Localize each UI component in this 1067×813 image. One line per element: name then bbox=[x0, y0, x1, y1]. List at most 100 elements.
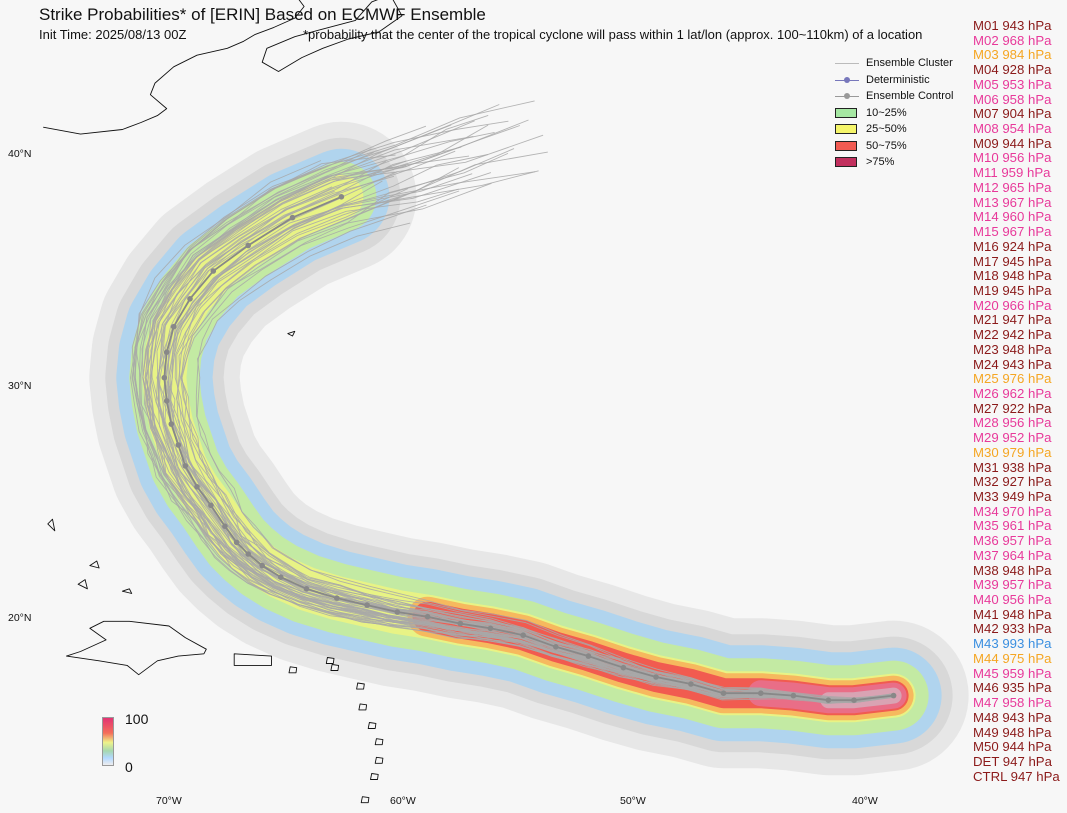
legend-symbol bbox=[835, 156, 859, 168]
legend-label: 25~50% bbox=[866, 123, 907, 136]
ensemble-member-label: M26 962 hPa bbox=[973, 385, 1052, 401]
ensemble-cluster-tracks bbox=[130, 100, 894, 705]
ensemble-cluster-track bbox=[130, 160, 894, 703]
lat-tick-20n: 20°N bbox=[8, 612, 32, 624]
lesser-antilles-island bbox=[374, 756, 384, 764]
track-marker bbox=[620, 664, 627, 671]
ensemble-cluster-track bbox=[196, 222, 894, 700]
ensemble-member-label: M02 968 hPa bbox=[973, 32, 1052, 48]
track-marker bbox=[168, 421, 175, 427]
lon-tick-70w: 70°W bbox=[156, 795, 182, 807]
track-marker bbox=[653, 674, 659, 680]
track-marker bbox=[170, 323, 177, 330]
ensemble-member-label: M43 993 hPa bbox=[973, 636, 1052, 652]
track-marker bbox=[278, 574, 284, 580]
lesser-antilles-island bbox=[360, 796, 370, 804]
track-marker bbox=[175, 442, 182, 448]
bahamas-islet-2 bbox=[77, 579, 88, 590]
legend-item: Ensemble Control bbox=[835, 88, 953, 105]
ensemble-member-label: M36 957 hPa bbox=[973, 533, 1052, 549]
track-marker bbox=[520, 632, 526, 638]
track-marker bbox=[487, 625, 494, 632]
track-marker bbox=[890, 692, 897, 699]
hispaniola bbox=[66, 620, 207, 676]
ensemble-member-label: M08 954 hPa bbox=[973, 121, 1052, 137]
ensemble-cluster-track bbox=[140, 151, 894, 703]
lesser-antilles-island bbox=[330, 664, 340, 671]
puerto-rico bbox=[233, 653, 272, 666]
ensemble-member-label: M34 970 hPa bbox=[973, 503, 1052, 519]
ensemble-member-label: M16 924 hPa bbox=[973, 238, 1052, 254]
track-marker bbox=[851, 697, 857, 703]
lesser-antilles-island bbox=[356, 682, 365, 690]
track-marker bbox=[187, 296, 193, 302]
legend-label: Deterministic bbox=[866, 73, 930, 86]
track-marker bbox=[585, 653, 592, 659]
ensemble-cluster-track bbox=[180, 190, 894, 701]
lesser-antilles-island bbox=[374, 738, 384, 746]
ensemble-cluster-track bbox=[165, 148, 894, 703]
ensemble-member-label: M44 975 hPa bbox=[973, 650, 1052, 666]
legend-symbol bbox=[835, 90, 859, 102]
ensemble-cluster-track bbox=[146, 125, 894, 702]
ensemble-member-label: M46 935 hPa bbox=[973, 680, 1052, 696]
ensemble-member-label: M41 948 hPa bbox=[973, 606, 1052, 622]
legend-item: >75% bbox=[835, 154, 953, 171]
ensemble-member-label: M04 928 hPa bbox=[973, 62, 1052, 78]
legend-symbol bbox=[835, 107, 859, 119]
track-marker bbox=[758, 690, 764, 696]
lesser-antilles-island bbox=[325, 657, 335, 664]
ensemble-member-label: M30 979 hPa bbox=[973, 444, 1052, 460]
lat-tick-30n: 30°N bbox=[8, 380, 32, 392]
ensemble-member-label: M50 944 hPa bbox=[973, 739, 1052, 755]
ensemble-member-label: M14 960 hPa bbox=[973, 209, 1052, 225]
ensemble-member-label: M25 976 hPa bbox=[973, 371, 1052, 387]
turks-caicos bbox=[121, 588, 133, 594]
us-canada-coastline bbox=[43, 0, 305, 135]
ensemble-cluster-track bbox=[195, 204, 894, 699]
track-marker bbox=[233, 539, 240, 546]
legend-label: 10~25% bbox=[866, 106, 907, 119]
lon-tick-40w: 40°W bbox=[852, 795, 878, 807]
track-marker bbox=[163, 398, 170, 404]
legend-symbol bbox=[835, 123, 859, 135]
ensemble-member-label: M39 957 hPa bbox=[973, 577, 1052, 593]
ensemble-member-label: M33 949 hPa bbox=[973, 489, 1052, 504]
ensemble-member-label: M03 984 hPa bbox=[973, 47, 1052, 63]
ensemble-member-label: M37 964 hPa bbox=[973, 547, 1052, 563]
ensemble-cluster-track bbox=[175, 196, 894, 700]
ensemble-member-label: M18 948 hPa bbox=[973, 268, 1052, 284]
ensemble-member-label: M42 933 hPa bbox=[973, 621, 1052, 637]
ensemble-member-label: M38 948 hPa bbox=[973, 562, 1052, 578]
legend-symbol bbox=[835, 74, 859, 86]
legend-item: 50~75% bbox=[835, 138, 953, 155]
ensemble-cluster-track bbox=[145, 175, 894, 701]
ensemble-member-label: M23 948 hPa bbox=[973, 341, 1052, 357]
probability-swath bbox=[89, 121, 969, 776]
probability-note: *probability that the center of the trop… bbox=[303, 27, 923, 42]
map-legend: Ensemble Cluster Deterministic Ensemble Co… bbox=[835, 55, 953, 171]
ensemble-member-label: M40 956 hPa bbox=[973, 592, 1052, 608]
track-marker bbox=[394, 609, 401, 615]
track-marker bbox=[334, 595, 340, 601]
ensemble-member-label: CTRL 947 hPa bbox=[973, 768, 1060, 784]
track-marker bbox=[194, 484, 200, 490]
bahamas-islet-1 bbox=[89, 560, 100, 569]
colorbar-max-label: 100 bbox=[125, 711, 149, 727]
ensemble-member-label: M06 958 hPa bbox=[973, 91, 1052, 107]
track-marker bbox=[790, 692, 797, 699]
track-marker bbox=[303, 586, 310, 592]
ensemble-member-label: M20 966 hPa bbox=[973, 297, 1052, 313]
track-marker bbox=[163, 349, 170, 356]
nova-scotia bbox=[261, 0, 403, 72]
ensemble-member-label: M31 938 hPa bbox=[973, 459, 1052, 475]
ensemble-member-label: M17 945 hPa bbox=[973, 253, 1052, 269]
track-marker bbox=[222, 523, 228, 529]
track-marker bbox=[208, 502, 214, 509]
track-marker bbox=[210, 268, 217, 274]
ensemble-member-label: M24 943 hPa bbox=[973, 356, 1052, 372]
ensemble-member-label: M32 927 hPa bbox=[973, 474, 1052, 490]
track-marker bbox=[553, 644, 559, 650]
legend-label: >75% bbox=[866, 156, 895, 169]
ensemble-control-line bbox=[163, 195, 894, 702]
